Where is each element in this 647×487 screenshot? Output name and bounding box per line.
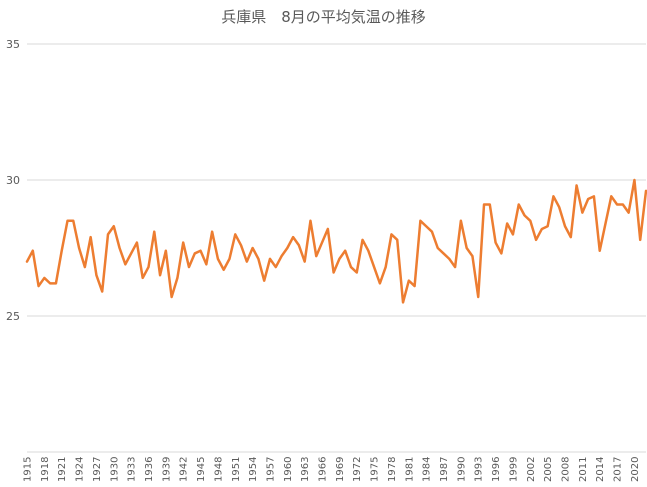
x-tick-label-1990: 1990 xyxy=(456,457,467,482)
x-tick-label-1969: 1969 xyxy=(335,457,346,482)
x-tick-label-1993: 1993 xyxy=(474,457,485,482)
y-tick-label-25: 25 xyxy=(6,310,20,323)
x-tick-label-1933: 1933 xyxy=(127,457,138,482)
x-tick-label-1972: 1972 xyxy=(352,457,363,482)
x-tick-label-1975: 1975 xyxy=(370,457,381,482)
x-tick-label-1987: 1987 xyxy=(439,457,450,482)
x-tick-label-1999: 1999 xyxy=(508,457,519,482)
x-tick-label-1951: 1951 xyxy=(231,457,242,482)
chart-title: 兵庫県 8月の平均気温の推移 xyxy=(221,8,426,26)
x-tick-label-2014: 2014 xyxy=(595,457,606,482)
x-tick-label-1948: 1948 xyxy=(213,457,224,482)
y-tick-label-30: 30 xyxy=(6,174,20,187)
x-tick-label-2008: 2008 xyxy=(561,457,572,482)
x-axis-tick-labels: 1915 1918 1921 1924 1927 1930 1933 1936 1939 1942… xyxy=(23,457,641,482)
x-tick-label-1945: 1945 xyxy=(196,457,207,482)
x-tick-label-1957: 1957 xyxy=(265,457,276,482)
temperature-series-line xyxy=(25,178,647,304)
x-tick-label-2002: 2002 xyxy=(526,457,537,482)
gridlines xyxy=(27,43,646,453)
x-tick-label-1939: 1939 xyxy=(161,457,172,482)
x-tick-label-1918: 1918 xyxy=(40,457,51,482)
x-tick-label-1915: 1915 xyxy=(23,457,34,482)
x-tick-label-1960: 1960 xyxy=(283,457,294,482)
x-tick-label-1921: 1921 xyxy=(57,457,68,482)
x-tick-label-1927: 1927 xyxy=(92,457,103,482)
x-tick-label-1996: 1996 xyxy=(491,457,502,482)
x-tick-label-2011: 2011 xyxy=(578,457,589,482)
x-tick-label-2020: 2020 xyxy=(630,457,641,482)
x-tick-label-1924: 1924 xyxy=(75,457,86,482)
x-tick-label-1966: 1966 xyxy=(318,457,329,482)
x-tick-label-1942: 1942 xyxy=(179,457,190,482)
x-tick-label-2005: 2005 xyxy=(543,457,554,482)
x-tick-label-1954: 1954 xyxy=(248,457,259,482)
x-tick-label-1981: 1981 xyxy=(404,457,415,482)
x-tick-label-1936: 1936 xyxy=(144,457,155,482)
y-tick-label-35: 35 xyxy=(6,38,20,51)
x-tick-label-2017: 2017 xyxy=(613,457,624,482)
x-tick-label-1963: 1963 xyxy=(300,457,311,482)
x-tick-label-1984: 1984 xyxy=(422,457,433,482)
y-axis-tick-labels: 25 30 35 xyxy=(6,38,20,323)
x-tick-label-1930: 1930 xyxy=(109,457,120,482)
x-tick-label-1978: 1978 xyxy=(387,457,398,482)
